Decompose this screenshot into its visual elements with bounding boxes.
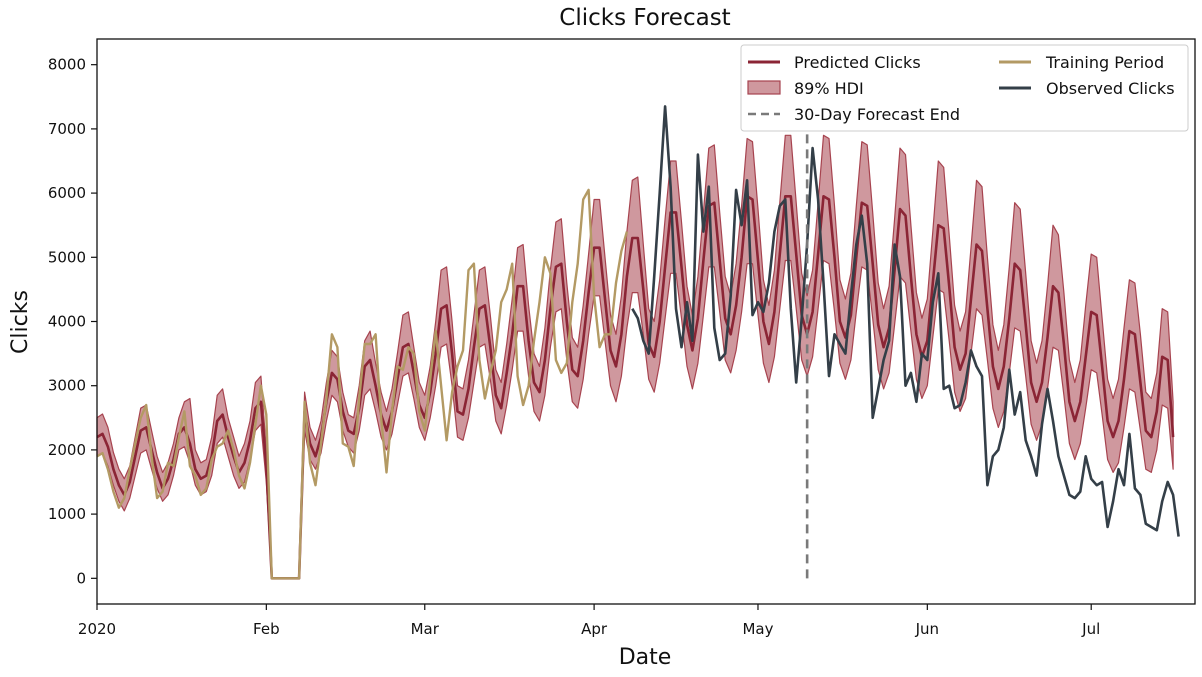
y-tick-label: 5000 <box>48 248 86 266</box>
x-tick-label: Feb <box>253 620 280 638</box>
y-tick-label: 1000 <box>48 505 86 523</box>
y-tick-label: 2000 <box>48 441 86 459</box>
legend-label-observed: Observed Clicks <box>1046 79 1175 98</box>
x-tick-label: Jul <box>1081 620 1100 638</box>
y-axis-label: Clicks <box>8 290 33 354</box>
legend-label-forecast-end: 30-Day Forecast End <box>794 105 960 124</box>
legend-label-hdi: 89% HDI <box>794 79 864 98</box>
x-tick-label: May <box>742 620 773 638</box>
y-tick-label: 4000 <box>48 313 86 331</box>
x-tick-label: 2020 <box>78 620 116 638</box>
x-tick-label: Jun <box>915 620 939 638</box>
legend-label-predicted: Predicted Clicks <box>794 53 921 72</box>
y-tick-label: 7000 <box>48 120 86 138</box>
legend-label-training: Training Period <box>1045 53 1164 72</box>
y-tick-label: 6000 <box>48 184 86 202</box>
legend: Predicted Clicks 89% HDI 30-Day Forecast… <box>741 45 1188 131</box>
chart-title: Clicks Forecast <box>559 5 730 31</box>
x-tick-label: Apr <box>581 620 608 638</box>
y-tick-label: 8000 <box>48 56 86 74</box>
x-tick-label: Mar <box>411 620 440 638</box>
y-tick-label: 0 <box>76 569 86 587</box>
x-axis-label: Date <box>619 645 672 670</box>
y-tick-label: 3000 <box>48 377 86 395</box>
legend-swatch-hdi <box>748 81 780 94</box>
